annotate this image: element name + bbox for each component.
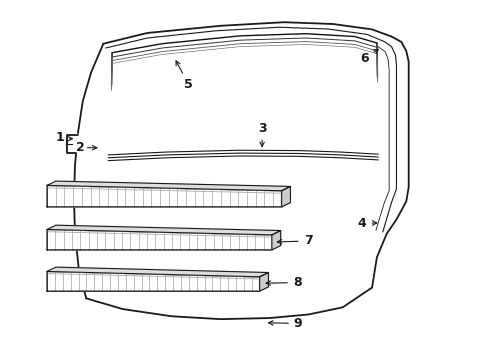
Text: 4: 4 — [358, 216, 377, 230]
Text: 6: 6 — [361, 49, 378, 64]
Text: 5: 5 — [176, 61, 193, 91]
Text: 3: 3 — [258, 122, 267, 147]
Polygon shape — [47, 271, 260, 291]
Text: 7: 7 — [277, 234, 313, 247]
Polygon shape — [272, 230, 281, 250]
Polygon shape — [47, 185, 282, 207]
Polygon shape — [47, 267, 269, 277]
Polygon shape — [47, 225, 281, 235]
Text: 1: 1 — [55, 131, 64, 144]
Polygon shape — [282, 186, 291, 207]
Polygon shape — [47, 181, 291, 191]
Text: 2: 2 — [76, 141, 85, 154]
Polygon shape — [47, 229, 272, 250]
Text: 9: 9 — [269, 317, 302, 330]
Text: 8: 8 — [266, 276, 301, 289]
Polygon shape — [260, 273, 269, 291]
